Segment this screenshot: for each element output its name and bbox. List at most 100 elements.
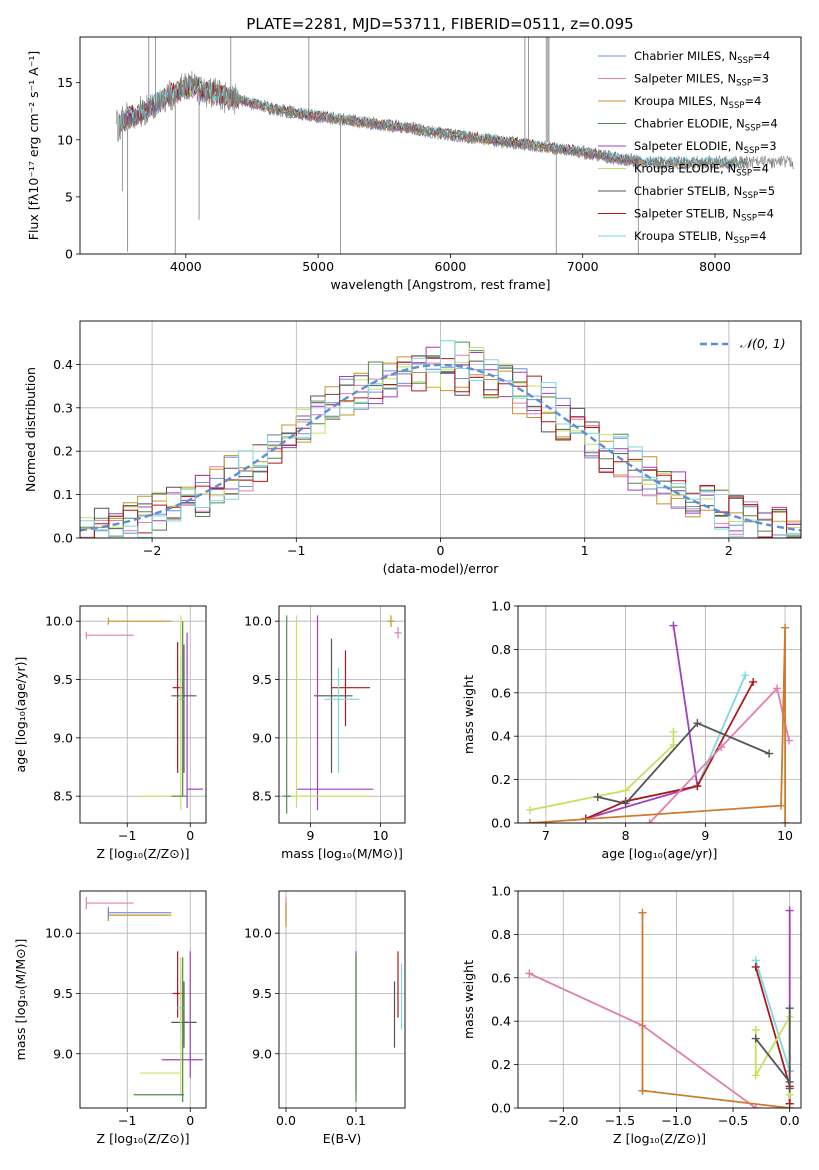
- x-tick-label: −1: [118, 1113, 136, 1128]
- legend-label: Kroupa ELODIE, NSSP=4: [634, 162, 769, 179]
- x-tick-label: 0.0: [780, 1113, 800, 1128]
- y-tick-label: 0.4: [53, 357, 73, 372]
- x-tick-label: −0.5: [718, 1113, 748, 1128]
- errorbar-point: [387, 615, 395, 627]
- spectrum-legend: Chabrier MILES, NSSP=4 Salpeter MILES, NS…: [598, 49, 778, 246]
- y-tick-label: 8.5: [252, 789, 272, 804]
- y-axis-label: Flux [fλ10⁻¹⁷ erg cm⁻² s⁻¹ A⁻¹]: [26, 51, 41, 240]
- x-tick-label: 7000: [567, 259, 599, 274]
- weight-marker: [751, 1071, 760, 1080]
- normal-curve: [80, 363, 801, 532]
- weight-marker: [621, 799, 630, 808]
- weight-line: [754, 1008, 791, 1089]
- errorbar-point: [282, 615, 291, 814]
- errorbar-point: [85, 631, 134, 639]
- weight-marker: [638, 1086, 647, 1095]
- legend-label: Salpeter ELODIE, NSSP=3: [634, 139, 777, 156]
- ticks: 4000 5000 6000 7000 8000 0 5 10 15: [57, 75, 731, 274]
- errorbar-point: [286, 615, 370, 808]
- residual-legend: 𝒩(0, 1): [700, 336, 786, 351]
- legend-label: Kroupa STELIB, NSSP=4: [634, 229, 766, 246]
- y-tick-label: 0.6: [491, 685, 511, 700]
- weight-line: [597, 722, 770, 805]
- x-tick-label: 10: [373, 828, 389, 843]
- weight-line: [754, 966, 791, 1104]
- errorbar-point: [331, 650, 370, 727]
- panel-spectrum: 4000 5000 6000 7000 8000 0 5 10 15 wavelength [An…: [26, 36, 802, 292]
- x-axis-label: Z [log₁₀(Z/Z⊙)]: [613, 1131, 706, 1146]
- weight-marker: [525, 805, 534, 814]
- observed-spectrum-line: [115, 70, 795, 170]
- weight-line: [529, 627, 786, 823]
- y-tick-label: 9.0: [53, 730, 73, 745]
- residual-histogram: [80, 340, 801, 538]
- x-tick-label: 8000: [699, 259, 731, 274]
- weight-marker: [751, 962, 760, 971]
- y-tick-label: 9.5: [53, 986, 73, 1001]
- y-tick-label: 1.0: [491, 884, 511, 899]
- y-axis-label: mass weight: [461, 960, 476, 1039]
- axes-frame: [517, 605, 802, 824]
- axes-frame: [79, 605, 207, 824]
- weight-marker: [751, 1034, 760, 1043]
- y-tick-label: 0.2: [53, 444, 73, 459]
- y-tick-label: 10.0: [244, 614, 272, 629]
- legend-label: Salpeter STELIB, NSSP=4: [634, 207, 774, 224]
- y-tick-label: 0.1: [53, 487, 73, 502]
- y-tick-label: 10: [57, 132, 73, 147]
- panel-weight_vs_Z: −2.0 −1.5 −1.0 −0.5 0.0 0.0 0.2 0.4 0.6 0.8 1.0 Z […: [461, 884, 802, 1146]
- x-tick-label: 0: [186, 828, 194, 843]
- y-tick-label: 1.0: [491, 599, 511, 614]
- y-tick-label: 0.0: [53, 531, 73, 546]
- x-axis-label: Z [log₁₀(Z/Z⊙)]: [97, 846, 190, 861]
- weight-marker: [785, 906, 794, 915]
- plot-area: [115, 37, 795, 254]
- axes-frame: [79, 36, 802, 255]
- plot-area: [85, 897, 203, 1102]
- plot-area: [282, 615, 402, 814]
- y-tick-label: 0.6: [491, 970, 511, 985]
- weight-marker: [638, 908, 647, 917]
- y-tick-label: 9.5: [252, 986, 272, 1001]
- errorbar-point: [296, 615, 374, 811]
- histograms: [80, 340, 801, 538]
- y-tick-label: 5: [65, 189, 73, 204]
- legend-label: Chabrier MILES, NSSP=4: [634, 49, 770, 66]
- axes-frame: [278, 890, 406, 1109]
- weight-line: [648, 686, 790, 823]
- weight-marker: [525, 819, 534, 823]
- x-tick-label: 2: [725, 543, 733, 558]
- panel-residuals: −2 −1 0 1 2 0.0 0.1 0.2 0.3 0.4 (data-model)/error…: [23, 320, 802, 576]
- errorbar-point: [107, 617, 172, 625]
- x-tick-label: 6000: [435, 259, 467, 274]
- weight-marker: [669, 727, 678, 736]
- grid: [279, 606, 405, 823]
- x-tick-label: 0: [186, 1113, 194, 1128]
- ticks: 0.0 0.1 9.0 9.5 10.0: [244, 926, 366, 1128]
- y-tick-label: 0.8: [491, 927, 511, 942]
- y-axis-label: mass [log₁₀(M/M⊙)]: [13, 939, 28, 1061]
- weight-marker: [785, 1099, 794, 1108]
- panel-weight_vs_age: 7 8 9 10 0.0 0.2 0.4 0.6 0.8 1.0 age [log₁₀(age/yr…: [461, 599, 802, 861]
- y-tick-label: 9.0: [53, 1046, 73, 1061]
- plot-area: [285, 897, 403, 1102]
- y-tick-label: 0.0: [491, 1101, 511, 1116]
- weight-marker: [781, 819, 790, 823]
- errorbars: [85, 615, 203, 811]
- grid: [518, 605, 801, 824]
- errorbar-point: [107, 909, 172, 922]
- plot-area: [525, 621, 794, 823]
- errorbar-point: [171, 644, 197, 773]
- plot-area: [525, 906, 794, 1108]
- y-tick-label: 10.0: [45, 614, 73, 629]
- errorbar-point: [107, 906, 172, 919]
- axes-frame: [278, 605, 406, 824]
- y-tick-label: 0.4: [491, 729, 511, 744]
- x-tick-label: −2: [143, 543, 161, 558]
- x-axis-label: Z [log₁₀(Z/Z⊙)]: [97, 1131, 190, 1146]
- spectrum-lines: [115, 37, 795, 254]
- legend-label: Chabrier STELIB, NSSP=5: [634, 184, 775, 201]
- y-tick-label: 10.0: [45, 926, 73, 941]
- weight-marker: [765, 749, 774, 758]
